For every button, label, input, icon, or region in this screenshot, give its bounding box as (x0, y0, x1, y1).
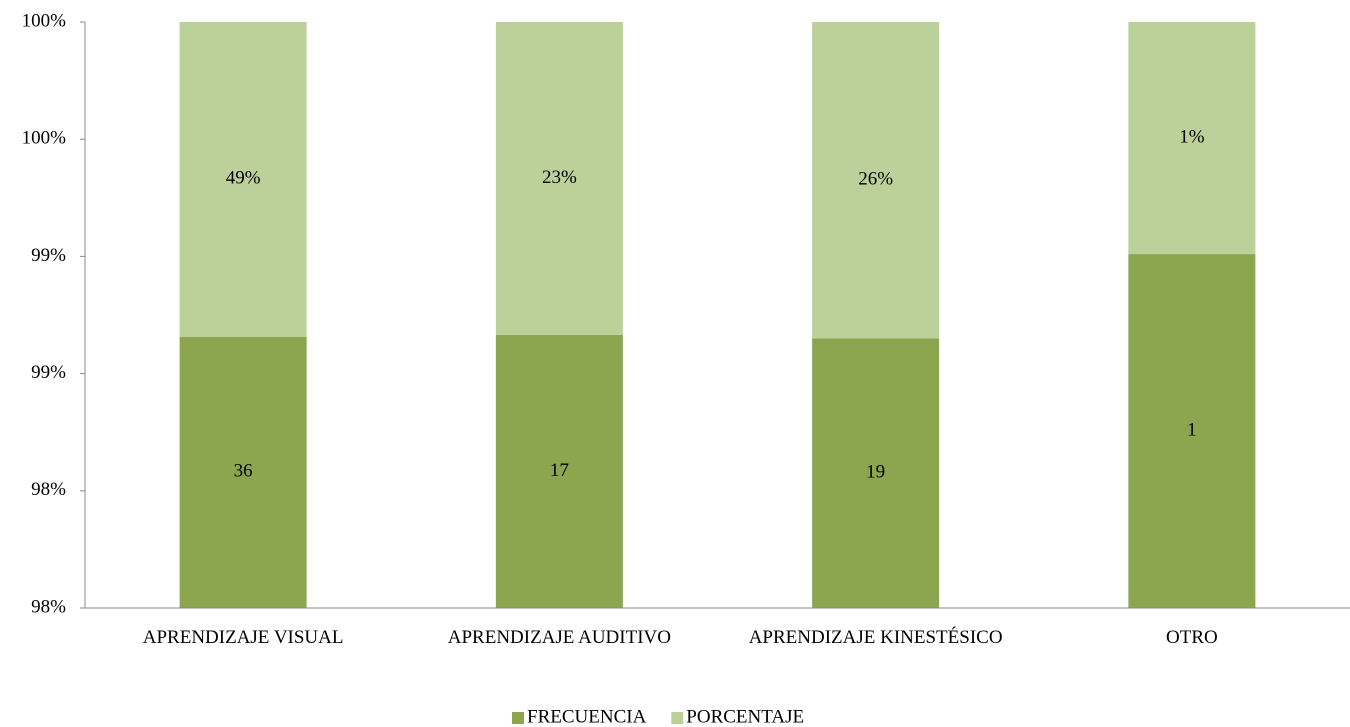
y-tick-label: 100% (22, 10, 67, 31)
y-tick-label: 100% (22, 128, 67, 149)
legend-swatch (671, 712, 684, 724)
bar-segment (1128, 22, 1256, 255)
y-tick-label: 98% (31, 596, 66, 617)
data-label: 1 (1187, 419, 1197, 440)
bar-segment (1128, 254, 1256, 608)
x-tick-label: APRENDIZAJE VISUAL (142, 627, 344, 648)
data-label: 19 (866, 462, 885, 483)
bar-segment (179, 22, 307, 337)
data-label: 36 (234, 461, 253, 482)
x-tick-label: APRENDIZAJE AUDITIVO (447, 627, 671, 648)
legend-swatch (512, 712, 524, 724)
data-label: 26% (858, 169, 893, 190)
x-tick-label: APRENDIZAJE KINESTÉSICO (748, 627, 1003, 648)
data-label: 17 (550, 460, 569, 481)
bar-segment (179, 336, 307, 608)
data-label: 49% (226, 168, 261, 189)
legend-label: PORCENTAJE (686, 706, 804, 727)
bar-segment (495, 334, 623, 608)
data-label: 1% (1179, 126, 1205, 147)
bar-segment (812, 22, 940, 339)
legend-label: FRECUENCIA (527, 706, 647, 727)
x-tick-label: OTRO (1166, 627, 1218, 648)
bar-segment (812, 338, 940, 608)
bar-segment (495, 22, 623, 335)
y-tick-label: 98% (31, 479, 66, 500)
y-tick-label: 99% (31, 362, 66, 383)
data-label: 23% (542, 167, 577, 188)
y-tick-label: 99% (31, 245, 66, 266)
